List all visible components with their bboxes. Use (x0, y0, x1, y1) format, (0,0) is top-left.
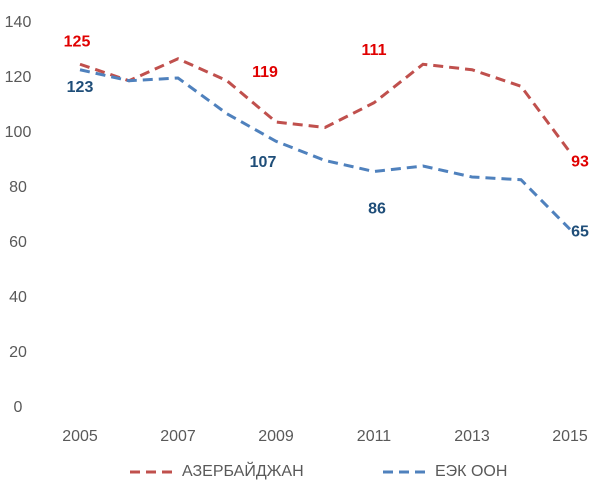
data-label: 86 (368, 201, 386, 218)
data-label: 123 (67, 79, 94, 96)
x-tick-label: 2013 (454, 428, 490, 445)
data-label: 65 (571, 223, 589, 240)
x-tick-label: 2005 (62, 428, 98, 445)
legend-label: АЗЕРБАЙДЖАН (182, 461, 304, 480)
x-tick-label: 2011 (357, 428, 392, 445)
legend-label: ЕЭК ООН (435, 463, 507, 480)
y-tick-label: 100 (5, 124, 32, 141)
y-tick-label: 80 (9, 179, 27, 196)
y-tick-label: 40 (9, 289, 27, 306)
y-tick-label: 60 (9, 234, 27, 251)
x-tick-label: 2007 (160, 428, 196, 445)
y-tick-label: 20 (9, 344, 27, 361)
y-tick-label: 0 (14, 399, 23, 416)
data-label: 119 (252, 64, 278, 81)
y-tick-label: 140 (5, 14, 32, 31)
series-line (79, 68, 572, 231)
data-label: 107 (250, 154, 277, 171)
y-tick-label: 120 (5, 69, 32, 86)
x-tick-label: 2015 (552, 428, 588, 445)
data-label: 125 (64, 33, 91, 50)
data-label: 93 (571, 153, 589, 170)
series-line (79, 57, 572, 154)
data-label: 111 (362, 42, 387, 59)
x-tick-label: 2009 (258, 428, 294, 445)
